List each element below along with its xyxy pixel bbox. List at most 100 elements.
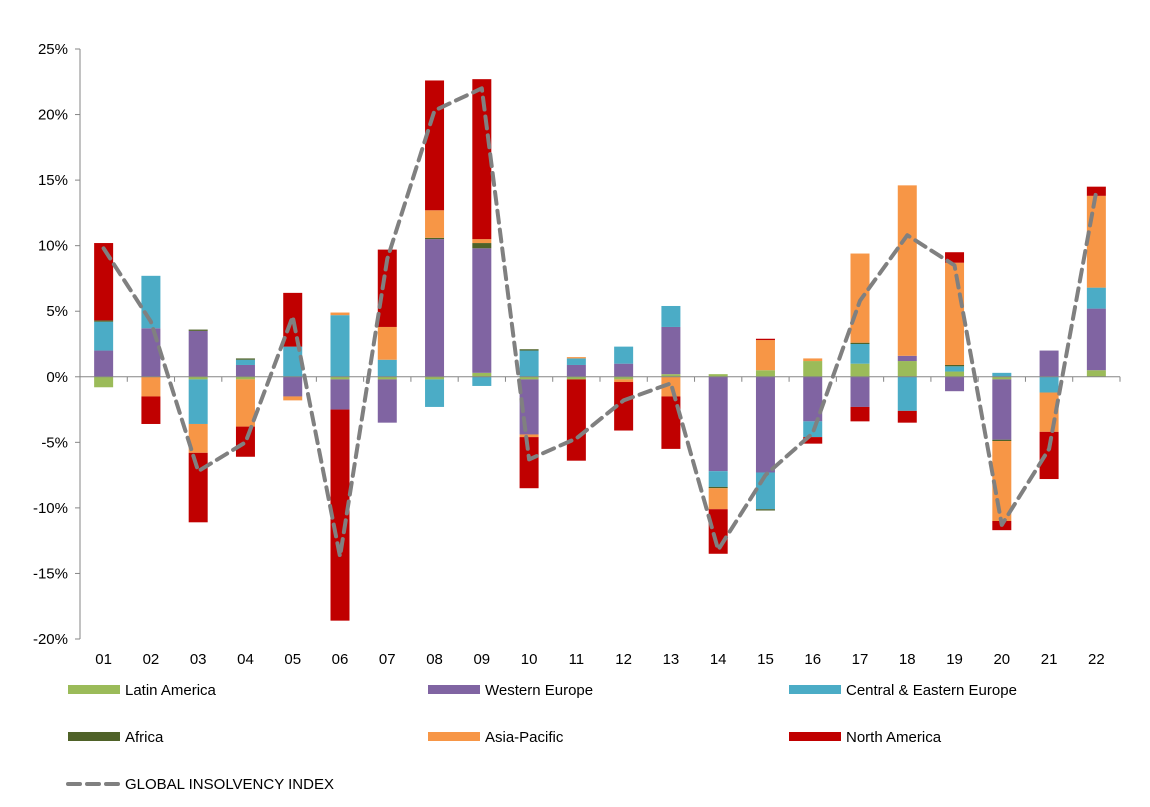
- bar-central-eastern-europe-20: [992, 372, 1012, 377]
- bar-africa-04: [235, 358, 255, 360]
- bar-central-eastern-europe-06: [330, 315, 350, 377]
- bar-asia-pacific-10: [519, 434, 539, 438]
- bar-asia-pacific-11: [566, 357, 586, 359]
- bar-latin-america-08: [425, 376, 445, 380]
- bar-central-eastern-europe-09: [472, 376, 492, 386]
- bar-africa-08: [425, 237, 445, 240]
- bar-latin-america-16: [803, 361, 823, 377]
- bar-north-america-21: [1039, 431, 1059, 480]
- bar-latin-america-14: [708, 374, 728, 377]
- bar-central-eastern-europe-03: [188, 379, 208, 424]
- y-tick-label: 25%: [38, 41, 68, 58]
- bar-central-eastern-europe-13: [661, 305, 681, 327]
- legend-label: GLOBAL INSOLVENCY INDEX: [125, 776, 334, 793]
- y-tick-label: 20%: [38, 107, 68, 124]
- y-tick-label: -5%: [41, 434, 68, 451]
- bar-north-america-17: [850, 406, 870, 422]
- legend-swatch-latin-america: [68, 685, 120, 694]
- bar-asia-pacific-22: [1086, 195, 1106, 288]
- bar-latin-america-10: [519, 376, 539, 380]
- bar-asia-pacific-18: [897, 185, 917, 356]
- bar-western-europe-03: [188, 330, 208, 377]
- bar-asia-pacific-05: [283, 396, 303, 401]
- bar-western-europe-05: [283, 376, 303, 397]
- y-tick-label: 10%: [38, 238, 68, 255]
- y-tick-label: 5%: [46, 303, 68, 320]
- x-tick-label: 03: [190, 651, 207, 668]
- bar-central-eastern-europe-21: [1039, 376, 1059, 393]
- bar-central-eastern-europe-19: [945, 366, 965, 372]
- x-tick-label: 17: [852, 651, 869, 668]
- bar-africa-10: [519, 349, 539, 351]
- legend-swatch-central-eastern-europe: [789, 685, 841, 694]
- bar-western-europe-22: [1086, 308, 1106, 371]
- bar-north-america-13: [661, 396, 681, 449]
- bar-western-europe-11: [566, 364, 586, 377]
- y-tick-label: -20%: [33, 631, 68, 648]
- bar-western-europe-13: [661, 326, 681, 375]
- legend-label: Asia-Pacific: [485, 729, 564, 746]
- x-tick-label: 14: [710, 651, 727, 668]
- bar-latin-america-01: [94, 376, 114, 388]
- bar-latin-america-07: [377, 376, 397, 380]
- legend-swatch-africa: [68, 732, 120, 741]
- bar-western-europe-14: [708, 376, 728, 472]
- bar-western-europe-19: [945, 376, 965, 392]
- bar-asia-pacific-08: [425, 210, 445, 238]
- bar-africa-03: [188, 329, 208, 331]
- bar-western-europe-09: [472, 248, 492, 373]
- legend-swatch-north-america: [789, 732, 841, 741]
- bar-western-europe-04: [235, 364, 255, 377]
- y-tick-label: -15%: [33, 565, 68, 582]
- bar-latin-america-09: [472, 372, 492, 377]
- bar-asia-pacific-03: [188, 423, 208, 453]
- bar-asia-pacific-12: [614, 379, 634, 383]
- x-tick-label: 05: [284, 651, 301, 668]
- x-tick-label: 01: [95, 651, 112, 668]
- legend: Latin America Western Europe Central & Eas…: [66, 682, 1017, 793]
- bar-central-eastern-europe-17: [850, 344, 870, 364]
- x-tick-label: 20: [993, 651, 1010, 668]
- bar-asia-pacific-14: [708, 488, 728, 510]
- bar-north-america-08: [425, 80, 445, 211]
- y-tick-label: 0%: [46, 369, 68, 386]
- bar-latin-america-03: [188, 376, 208, 380]
- bar-north-america-10: [519, 437, 539, 489]
- bar-africa-17: [850, 342, 870, 344]
- bar-latin-america-12: [614, 376, 634, 380]
- bar-central-eastern-europe-22: [1086, 287, 1106, 309]
- bar-north-america-07: [377, 249, 397, 327]
- bar-north-america-22: [1086, 186, 1106, 196]
- index-line-group: [101, 86, 1099, 559]
- bar-latin-america-17: [850, 363, 870, 377]
- bar-latin-america-11: [566, 376, 586, 380]
- x-tick-label: 16: [804, 651, 821, 668]
- x-tick-label: 21: [1041, 651, 1058, 668]
- bar-latin-america-06: [330, 376, 350, 380]
- bar-africa-19: [945, 364, 965, 367]
- bar-africa-20: [992, 439, 1012, 442]
- bar-latin-america-15: [755, 370, 775, 377]
- bar-western-europe-16: [803, 376, 823, 422]
- bar-western-europe-06: [330, 379, 350, 410]
- bar-north-america-15: [755, 338, 775, 341]
- bar-western-europe-12: [614, 363, 634, 377]
- legend-swatch-asia-pacific: [428, 732, 480, 741]
- x-tick-label: 04: [237, 651, 254, 668]
- x-tick-label: 06: [332, 651, 349, 668]
- bar-western-europe-20: [992, 379, 1012, 440]
- bar-asia-pacific-06: [330, 312, 350, 316]
- bar-asia-pacific-09: [472, 239, 492, 244]
- bar-north-america-11: [566, 379, 586, 461]
- bar-central-eastern-europe-10: [519, 350, 539, 377]
- bar-north-america-02: [141, 396, 161, 424]
- x-tick-label: 13: [663, 651, 680, 668]
- x-tick-label: 08: [426, 651, 443, 668]
- bar-western-europe-01: [94, 350, 114, 377]
- bar-latin-america-04: [235, 376, 255, 380]
- bar-latin-america-18: [897, 361, 917, 377]
- bar-central-eastern-europe-18: [897, 376, 917, 411]
- bar-central-eastern-europe-07: [377, 359, 397, 377]
- bar-central-eastern-europe-05: [283, 346, 303, 377]
- x-tick-label: 15: [757, 651, 774, 668]
